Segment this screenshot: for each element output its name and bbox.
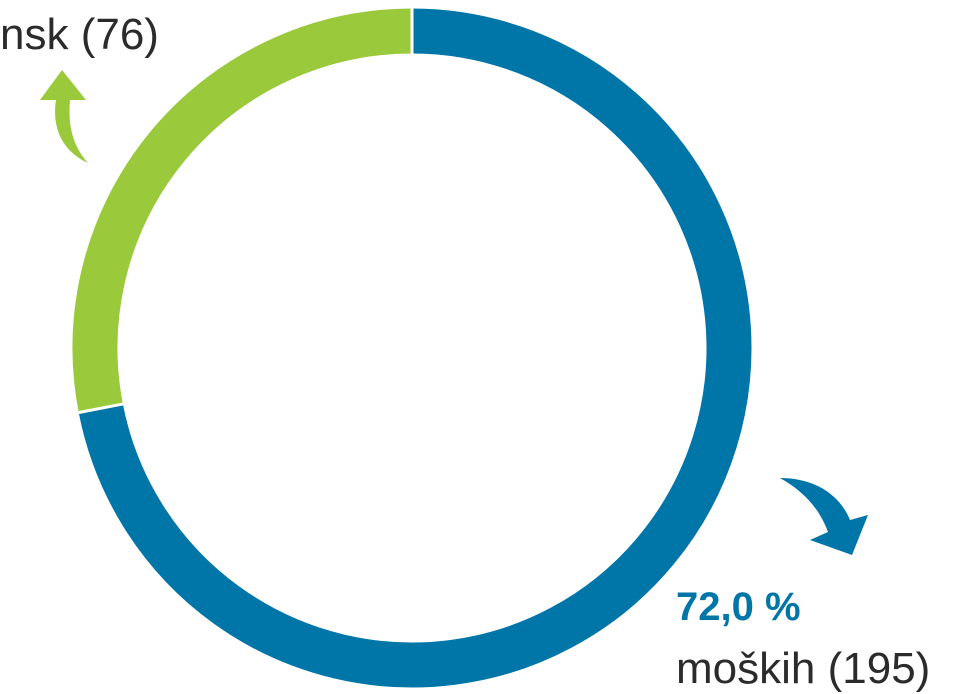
arrow-green (40, 70, 88, 163)
percent-label: 72,0 % (676, 585, 801, 629)
donut-slice (72, 8, 413, 413)
arrow-blue (780, 478, 868, 555)
slice-label: nsk (76) (0, 10, 159, 59)
slice-label: moških (195) (676, 644, 930, 693)
donut-slice (78, 8, 752, 688)
slice-separator (77, 402, 125, 415)
